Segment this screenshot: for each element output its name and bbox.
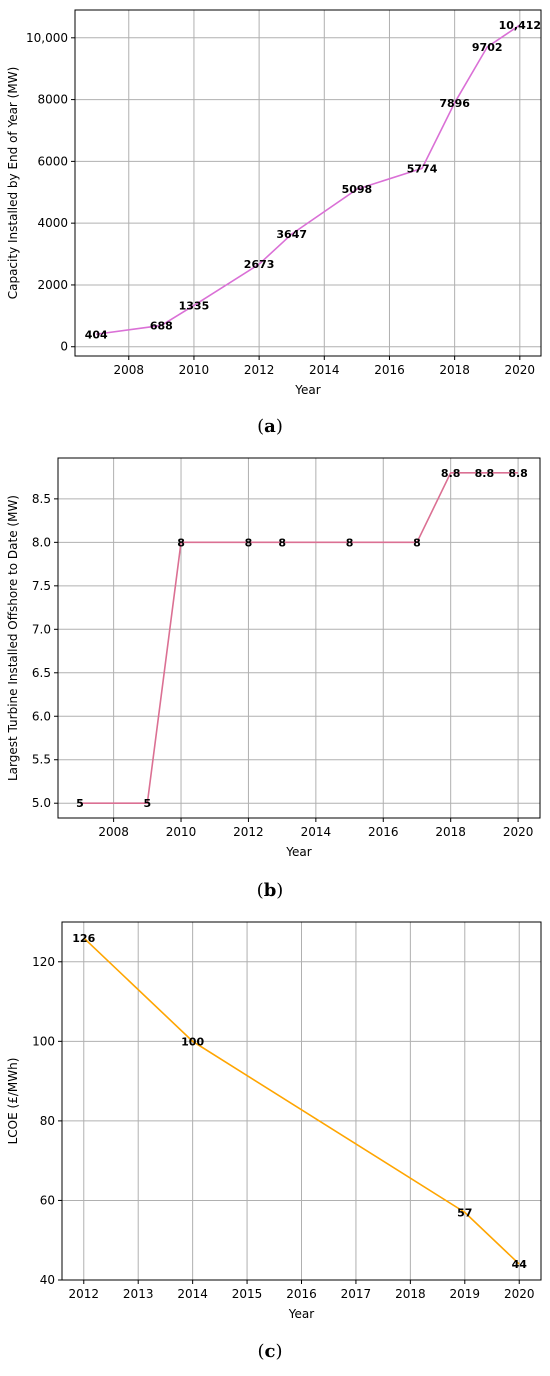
- y-tick-label: 8.0: [32, 535, 51, 549]
- series-line: [96, 24, 521, 336]
- y-tick-label: 6.5: [32, 666, 51, 680]
- data-label: 1335: [179, 299, 210, 312]
- data-label: 688: [150, 319, 173, 332]
- y-tick-label: 8.5: [32, 492, 51, 506]
- y-tick-label: 60: [40, 1193, 55, 1207]
- data-label: 5774: [407, 162, 438, 175]
- x-tick-label: 2018: [395, 1287, 426, 1301]
- data-label: 8.8: [475, 467, 495, 480]
- x-axis-label: Year: [294, 383, 320, 397]
- x-tick-label: 2018: [439, 363, 470, 377]
- data-label: 57: [457, 1206, 472, 1219]
- data-label: 5: [143, 797, 151, 810]
- y-tick-label: 120: [32, 955, 55, 969]
- x-tick-label: 2010: [166, 825, 197, 839]
- data-label: 8: [413, 536, 421, 549]
- y-tick-label: 5.5: [32, 753, 51, 767]
- x-tick-label: 2012: [244, 363, 275, 377]
- x-tick-label: 2016: [374, 363, 405, 377]
- data-label: 8: [177, 536, 185, 549]
- y-tick-label: 7.0: [32, 622, 51, 636]
- x-tick-label: 2020: [505, 363, 536, 377]
- data-label: 3647: [276, 228, 307, 241]
- grid: [75, 10, 541, 356]
- x-tick-label: 2015: [232, 1287, 263, 1301]
- y-tick-label: 8000: [37, 93, 68, 107]
- panel-a: 2008 2010 2012 2014 2016 2018 2020 0 2000 4000 600…: [6, 9, 542, 437]
- x-tick-label: 2014: [301, 825, 332, 839]
- x-tick-label: 2020: [504, 1287, 535, 1301]
- x-tick-label: 2008: [98, 825, 129, 839]
- y-tick-label: 100: [32, 1034, 55, 1048]
- x-tick-label: 2012: [68, 1287, 99, 1301]
- x-tick-label: 2016: [368, 825, 399, 839]
- panel-caption: (c): [257, 1341, 282, 1362]
- y-tick-label: 6000: [37, 154, 68, 168]
- x-tick-label: 2010: [179, 363, 210, 377]
- grid: [58, 458, 540, 818]
- y-tick-label: 7.5: [32, 579, 51, 593]
- x-axis-label: Year: [288, 1307, 314, 1321]
- data-label: 404: [85, 328, 108, 341]
- data-label: 10,412: [499, 19, 541, 32]
- panel-caption: (a): [257, 416, 283, 437]
- y-tick-label: 5.0: [32, 796, 51, 810]
- panel-b: 2008 2010 2012 2014 2016 2018 2020 5.0 5.5 6.0 6.5…: [6, 457, 541, 901]
- x-tick-label: 2014: [309, 363, 340, 377]
- data-label: 100: [181, 1035, 204, 1048]
- data-label: 7896: [439, 97, 470, 110]
- panel-c: 2012 2013 2014 2015 2016 2017 2018 2019 2020 40 60…: [6, 921, 542, 1362]
- data-label: 8.8: [508, 467, 528, 480]
- data-label: 8: [278, 536, 286, 549]
- series-line: [79, 471, 519, 805]
- data-label: 9702: [472, 41, 503, 54]
- y-tick-label: 80: [40, 1114, 55, 1128]
- y-tick-label: 6.0: [32, 709, 51, 723]
- x-tick-label: 2017: [341, 1287, 372, 1301]
- y-tick-label: 10,000: [26, 31, 68, 45]
- data-label: 2673: [244, 258, 275, 271]
- data-label: 5: [76, 797, 84, 810]
- data-label: 44: [512, 1258, 528, 1271]
- x-tick-label: 2016: [286, 1287, 317, 1301]
- plot-frame: [57, 457, 541, 819]
- plot-frame: [74, 9, 542, 357]
- y-axis-label: LCOE (£/MWh): [6, 1058, 20, 1145]
- y-axis-label: Largest Turbine Installed Offshore to Da…: [6, 495, 20, 781]
- x-tick-label: 2012: [233, 825, 264, 839]
- x-tick-label: 2020: [503, 825, 534, 839]
- y-axis-label: Capacity Installed by End of Year (MW): [6, 67, 20, 300]
- grid: [62, 922, 541, 1281]
- data-label: 126: [72, 932, 95, 945]
- x-tick-label: 2013: [123, 1287, 154, 1301]
- data-label: 8: [245, 536, 253, 549]
- x-tick-label: 2008: [113, 363, 144, 377]
- series-line: [83, 937, 520, 1265]
- data-label: 5098: [342, 183, 373, 196]
- y-tick-label: 40: [40, 1273, 55, 1287]
- y-tick-label: 2000: [37, 278, 68, 292]
- x-axis-label: Year: [285, 845, 311, 859]
- panel-caption: (b): [257, 880, 284, 901]
- plot-frame: [61, 921, 542, 1281]
- y-tick-label: 4000: [37, 216, 68, 230]
- x-tick-label: 2019: [450, 1287, 481, 1301]
- x-tick-label: 2014: [177, 1287, 208, 1301]
- data-label: 8.8: [441, 467, 461, 480]
- x-tick-label: 2018: [435, 825, 466, 839]
- data-label: 8: [346, 536, 354, 549]
- y-tick-label: 0: [60, 340, 68, 354]
